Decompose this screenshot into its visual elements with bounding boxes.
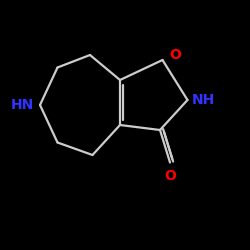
Text: O: O [164,169,176,183]
Text: NH: NH [192,93,216,107]
Text: O: O [169,48,181,62]
Text: HN: HN [11,98,34,112]
